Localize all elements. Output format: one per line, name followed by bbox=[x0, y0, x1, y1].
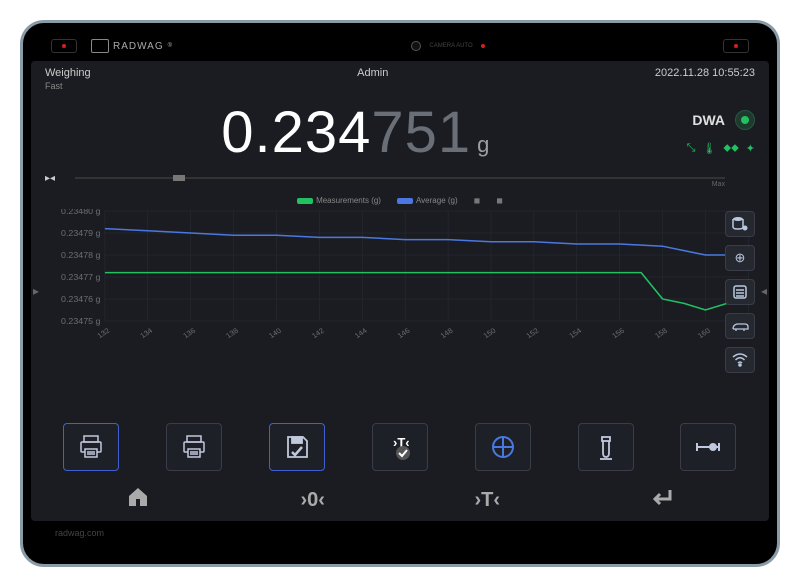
svg-text:152: 152 bbox=[524, 326, 540, 339]
svg-text:144: 144 bbox=[353, 326, 369, 339]
sensor-left bbox=[51, 39, 77, 53]
wifi-icon[interactable] bbox=[725, 347, 755, 373]
dwa-label: DWA bbox=[692, 112, 725, 128]
svg-text:150: 150 bbox=[481, 326, 497, 339]
svg-text:146: 146 bbox=[396, 326, 412, 339]
connect-icon[interactable]: ⊕ bbox=[725, 245, 755, 271]
bezel-bottom: radwag.com bbox=[31, 521, 769, 545]
chart-area: Measurements (g) Average (g) ◼◼ 0.23480 … bbox=[45, 196, 755, 409]
tare-icon[interactable]: ›T‹ bbox=[457, 489, 517, 512]
svg-text:0.23478 g: 0.23478 g bbox=[61, 250, 101, 259]
svg-text:0.23480 g: 0.23480 g bbox=[61, 209, 101, 216]
brand-logo: RADWAG® bbox=[91, 39, 173, 53]
camera-group: CAMERA AUTO bbox=[411, 41, 484, 51]
home-icon[interactable] bbox=[108, 485, 168, 515]
svg-text:140: 140 bbox=[267, 326, 283, 339]
tare-check-icon[interactable]: ›T‹ bbox=[372, 423, 428, 471]
system-bar: ›0‹ ›T‹ bbox=[31, 479, 769, 521]
svg-text:138: 138 bbox=[224, 326, 240, 339]
enter-icon[interactable] bbox=[632, 485, 692, 515]
airflow-icon: ✦ bbox=[746, 142, 755, 155]
humidity-icon: ⬥⬥ bbox=[723, 142, 738, 155]
db-icon[interactable] bbox=[725, 211, 755, 237]
mode-sub-label: Fast bbox=[31, 81, 769, 95]
level-icon[interactable] bbox=[725, 313, 755, 339]
svg-text:158: 158 bbox=[653, 326, 669, 339]
mode-label: Weighing bbox=[45, 67, 91, 79]
reading-row: 0.234751g DWA ⤡ 🌡 ⬥⬥ ✦ bbox=[31, 95, 769, 170]
svg-text:148: 148 bbox=[439, 326, 455, 339]
chart-svg: 0.23480 g 0.23479 g 0.23478 g 0.23477 g 0.23… bbox=[45, 209, 755, 339]
dwa-indicator[interactable] bbox=[735, 110, 755, 130]
print2-button[interactable] bbox=[166, 423, 222, 471]
svg-text:154: 154 bbox=[567, 326, 583, 339]
stability-bar: ▸◂ Max ◂▸ bbox=[31, 170, 769, 186]
range-icon[interactable] bbox=[680, 423, 736, 471]
svg-text:0.23476 g: 0.23476 g bbox=[61, 294, 101, 303]
screen: ▸ ◂ Weighing Admin 2022.11.28 10:55:23 F… bbox=[31, 61, 769, 521]
svg-text:132: 132 bbox=[95, 326, 111, 339]
user-label[interactable]: Admin bbox=[357, 67, 388, 79]
save-icon[interactable] bbox=[269, 423, 325, 471]
datetime-label: 2022.11.28 10:55:23 bbox=[655, 67, 755, 79]
svg-text:134: 134 bbox=[138, 326, 154, 339]
status-bar: Weighing Admin 2022.11.28 10:55:23 bbox=[31, 61, 769, 81]
svg-text:0.23477 g: 0.23477 g bbox=[61, 272, 101, 281]
chart-legend: Measurements (g) Average (g) ◼◼ bbox=[45, 196, 755, 205]
svg-text:142: 142 bbox=[310, 326, 326, 339]
stats-icon[interactable] bbox=[475, 423, 531, 471]
sensor-right bbox=[723, 39, 749, 53]
print-button[interactable] bbox=[63, 423, 119, 471]
climate-icon[interactable] bbox=[725, 279, 755, 305]
svg-text:0.23479 g: 0.23479 g bbox=[61, 228, 101, 237]
camera-icon bbox=[411, 41, 421, 51]
env-icons: ⤡ 🌡 ⬥⬥ ✦ bbox=[687, 142, 755, 155]
svg-text:156: 156 bbox=[610, 326, 626, 339]
svg-text:160: 160 bbox=[696, 326, 712, 339]
zero-icon[interactable]: ›0‹ bbox=[283, 489, 343, 512]
temperature-icon: 🌡 bbox=[702, 142, 716, 155]
page-left-button[interactable]: ▸ bbox=[33, 284, 39, 298]
svg-text:136: 136 bbox=[181, 326, 197, 339]
vibration-icon: ⤡ bbox=[687, 142, 696, 155]
svg-text:0.23475 g: 0.23475 g bbox=[61, 316, 101, 325]
page-right-button[interactable]: ◂ bbox=[761, 284, 767, 298]
device-frame: RADWAG® CAMERA AUTO ▸ ◂ Weighing Admin 2… bbox=[20, 20, 780, 567]
weight-reading: 0.234751g bbox=[221, 99, 490, 166]
action-bar: ›T‹ bbox=[31, 415, 769, 479]
bezel-top: RADWAG® CAMERA AUTO bbox=[31, 31, 769, 61]
calibrate-icon[interactable] bbox=[578, 423, 634, 471]
